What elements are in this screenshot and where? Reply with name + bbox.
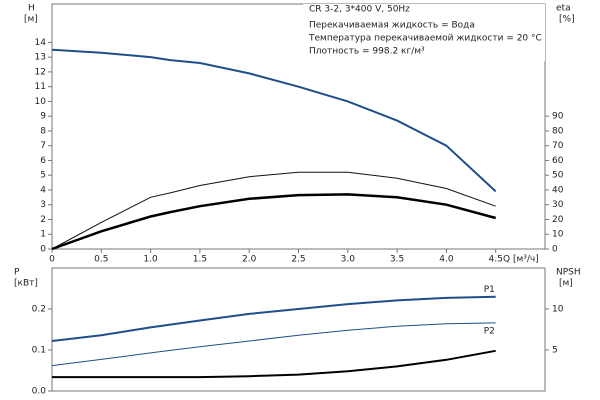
y-tick-label: 0.2 bbox=[32, 305, 46, 315]
y2-tick-label: 40 bbox=[552, 185, 564, 195]
y2-tick-label: 0 bbox=[552, 245, 558, 255]
y2-tick-label: 5 bbox=[552, 346, 558, 356]
y-tick-label: 3 bbox=[40, 200, 46, 210]
x-tick-label: 4.0 bbox=[439, 255, 454, 265]
y-axis-unit: [кВт] bbox=[14, 279, 38, 289]
x-tick-label: 1.0 bbox=[143, 255, 158, 265]
x-tick-label: 0 bbox=[49, 255, 55, 265]
y-tick-label: 14 bbox=[35, 38, 47, 48]
y2-tick-label: 50 bbox=[552, 171, 564, 181]
x-tick-label: 4.5 bbox=[489, 255, 503, 265]
x-tick-label: 2.5 bbox=[291, 255, 305, 265]
series-label: P2 bbox=[484, 326, 495, 336]
x-axis-label: Q [м³/ч] bbox=[503, 255, 539, 265]
y2-tick-label: 10 bbox=[552, 230, 564, 240]
y-tick-label: 9 bbox=[40, 112, 46, 122]
info-line: Перекачиваемая жидкость = Вода bbox=[309, 21, 475, 31]
y-tick-label: 12 bbox=[35, 67, 46, 77]
y-tick-label: 0 bbox=[40, 245, 46, 255]
y2-tick-label: 30 bbox=[552, 200, 564, 210]
series-label: P1 bbox=[484, 285, 495, 295]
y2-tick-label: 70 bbox=[552, 141, 564, 151]
y-axis-label: P bbox=[14, 268, 20, 278]
chart-title: CR 3-2, 3*400 V, 50Hz bbox=[309, 5, 410, 15]
info-box bbox=[303, 4, 545, 61]
series-line bbox=[51, 48, 497, 193]
y2-tick-label: 80 bbox=[552, 126, 564, 136]
y2-axis-unit: [%] bbox=[559, 15, 575, 25]
y-axis-unit: [м] bbox=[24, 15, 38, 25]
y-tick-label: 0.0 bbox=[32, 387, 47, 397]
y-tick-label: 10 bbox=[35, 97, 47, 107]
series-line bbox=[52, 349, 496, 379]
y2-tick-label: 60 bbox=[552, 156, 564, 166]
x-tick-label: 3.0 bbox=[341, 255, 356, 265]
x-tick-label: 3.5 bbox=[390, 255, 404, 265]
info-line: Температура перекачиваемой жидкости = 20… bbox=[308, 34, 542, 44]
y-tick-label: 11 bbox=[35, 82, 46, 92]
y2-tick-label: 20 bbox=[552, 215, 564, 225]
x-tick-label: 0.5 bbox=[94, 255, 108, 265]
info-line: Плотность = 998.2 кг/м³ bbox=[309, 47, 425, 57]
x-tick-label: 1.5 bbox=[193, 255, 207, 265]
bottom-frame bbox=[51, 267, 546, 392]
y-axis-label: H bbox=[28, 4, 35, 14]
y-tick-label: 5 bbox=[40, 171, 46, 181]
series-line bbox=[51, 295, 496, 342]
y-tick-label: 1 bbox=[40, 230, 46, 240]
series-line bbox=[51, 171, 496, 250]
x-tick-label: 2.0 bbox=[242, 255, 257, 265]
y2-axis-label: eta bbox=[556, 4, 571, 14]
y2-tick-label: 10 bbox=[552, 305, 564, 315]
y-tick-label: 4 bbox=[40, 185, 46, 195]
y-tick-label: 0.1 bbox=[32, 346, 46, 356]
series-line bbox=[51, 193, 497, 251]
y-tick-label: 13 bbox=[35, 53, 46, 63]
y2-axis-label: NPSH bbox=[556, 268, 581, 278]
y-tick-label: 6 bbox=[40, 156, 46, 166]
y2-axis-unit: [м] bbox=[559, 279, 573, 289]
y-tick-label: 8 bbox=[40, 126, 46, 136]
y-tick-label: 7 bbox=[40, 141, 46, 151]
y2-tick-label: 90 bbox=[552, 112, 564, 122]
series-line bbox=[51, 322, 496, 367]
y-tick-label: 2 bbox=[40, 215, 46, 225]
